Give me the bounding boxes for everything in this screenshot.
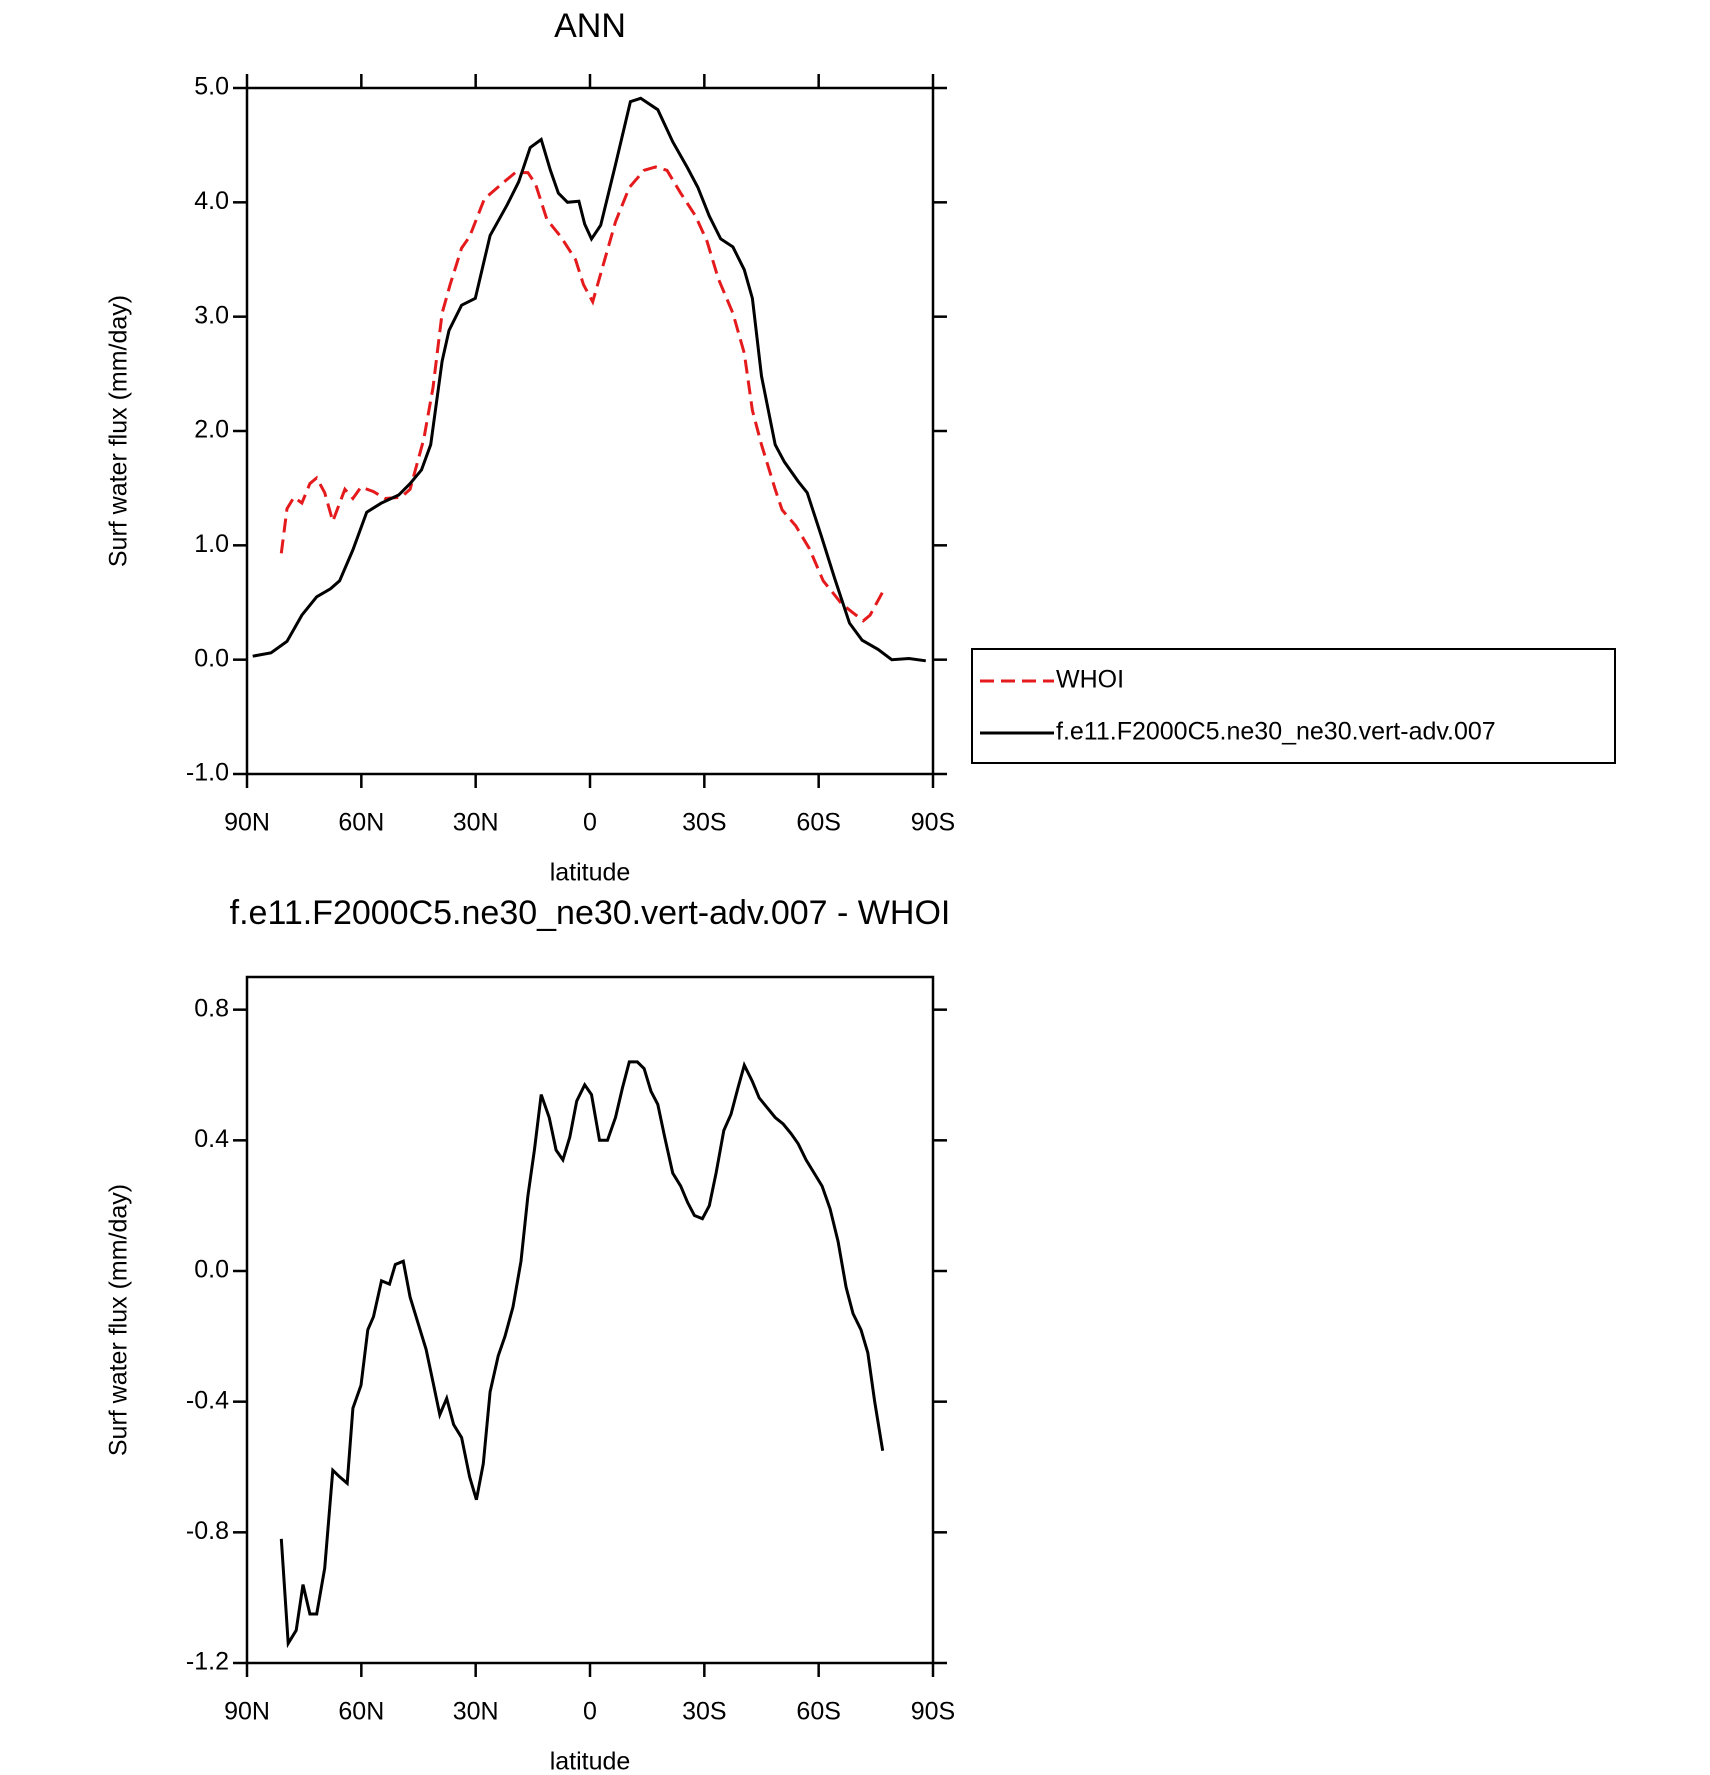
x-axis-label: latitude (550, 1748, 631, 1775)
x-tick-label: 30S (682, 1698, 726, 1726)
x-tick-label: 90N (224, 809, 270, 837)
y-tick-label: -0.8 (186, 1517, 229, 1545)
legend-label: f.e11.F2000C5.ne30_ne30.vert-adv.007 (1056, 718, 1496, 746)
x-tick-label: 90S (911, 1698, 955, 1726)
x-tick-label: 30N (453, 1698, 499, 1726)
y-tick-label: 1.0 (194, 530, 229, 558)
plot-frame (245, 975, 935, 1665)
y-tick-label: 0.0 (194, 1256, 229, 1284)
x-tick-label: 60N (338, 1698, 384, 1726)
x-tick-label: 60S (796, 1698, 840, 1726)
y-tick-label: -1.2 (186, 1648, 229, 1676)
series-line (279, 1060, 885, 1649)
x-tick-label: 0 (583, 1698, 597, 1726)
x-tick-label: 90S (911, 809, 955, 837)
plot-frame (245, 86, 935, 776)
chart-title: ANN (554, 7, 626, 45)
legend-box (971, 648, 1616, 764)
y-axis-label: Surf water flux (mm/day) (105, 1184, 133, 1456)
x-tick-label: 60N (338, 809, 384, 837)
legend-label: WHOI (1056, 666, 1124, 694)
chart-title: f.e11.F2000C5.ne30_ne30.vert-adv.007 - W… (230, 894, 951, 932)
x-tick-label: 30S (682, 809, 726, 837)
y-tick-label: 2.0 (194, 416, 229, 444)
y-tick-label: 5.0 (194, 73, 229, 101)
y-tick-label: 0.8 (194, 994, 229, 1022)
x-tick-label: 90N (224, 1698, 270, 1726)
y-tick-label: 0.4 (194, 1125, 229, 1153)
x-axis-label: latitude (550, 859, 631, 887)
y-tick-label: 3.0 (194, 301, 229, 329)
y-tick-label: -1.0 (186, 759, 229, 787)
series-line (279, 165, 886, 623)
series-line (252, 96, 927, 663)
x-tick-label: 30N (453, 809, 499, 837)
y-tick-label: 4.0 (194, 187, 229, 215)
y-tick-label: -0.4 (186, 1386, 229, 1414)
y-axis-label: Surf water flux (mm/day) (105, 295, 133, 567)
x-tick-label: 60S (796, 809, 840, 837)
y-tick-label: 0.0 (194, 644, 229, 672)
x-tick-label: 0 (583, 809, 597, 837)
